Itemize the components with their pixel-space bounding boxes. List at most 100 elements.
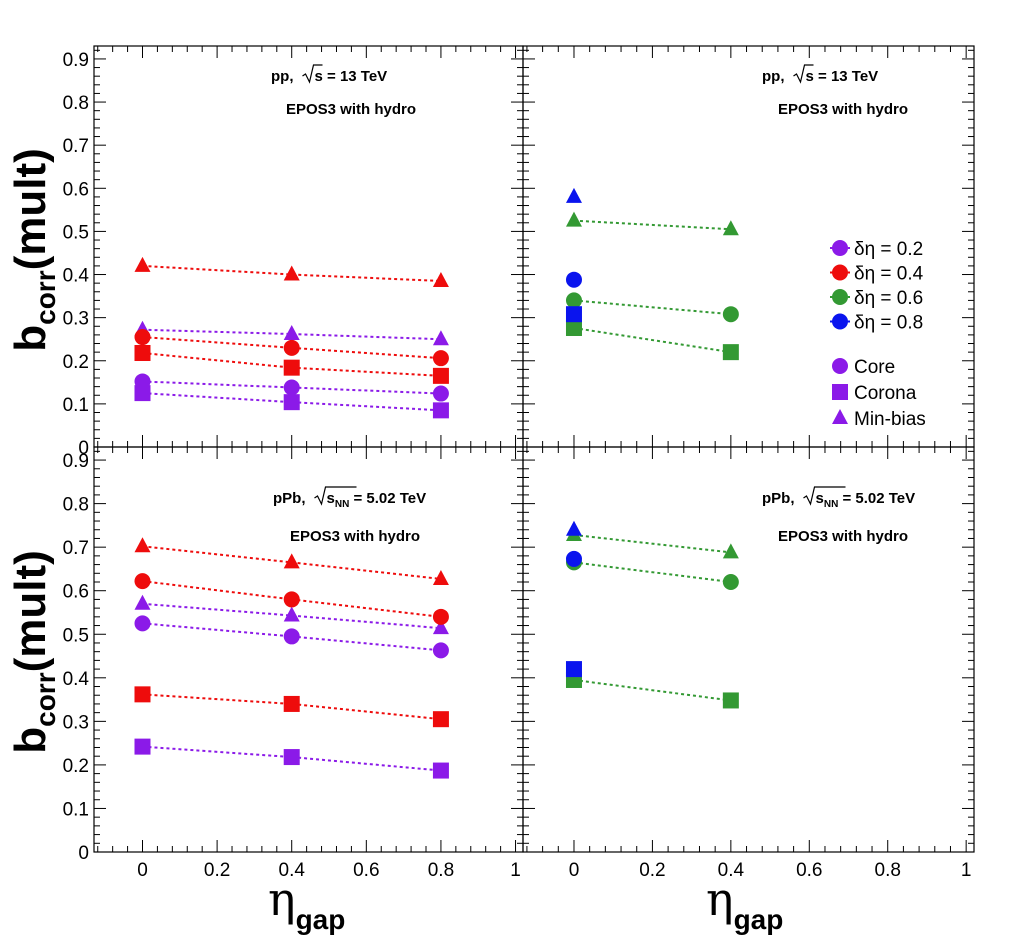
series-d06-triangle — [565, 211, 739, 236]
sqrt-symbol — [302, 64, 323, 84]
data-point-circle — [722, 574, 739, 590]
series-line — [142, 336, 441, 360]
data-point-triangle — [283, 553, 300, 569]
y-tick-label: 0.3 — [63, 309, 89, 330]
x-axis-title-right: ηgap — [706, 872, 783, 935]
data-point-circle — [134, 329, 151, 346]
data-point-circle — [283, 628, 300, 645]
y-tick-label: 0.1 — [63, 395, 89, 416]
legend-label: δη = 0.8 — [854, 313, 923, 334]
data-point-triangle — [283, 265, 300, 281]
data-point-square — [134, 385, 151, 402]
sqrt-symbol — [314, 486, 357, 506]
panels: 0 0.1 0.2 0.3 0.4 0.5 0.6 0.7 0.8 0.9 pp, s = 13 Te… — [63, 45, 975, 881]
legend-marker — [832, 240, 848, 256]
series-d04-square — [134, 686, 449, 728]
x-tick-label: 0.4 — [279, 860, 306, 881]
y-tick-label: 0.9 — [63, 50, 89, 71]
series-d04-square — [134, 345, 449, 384]
data-point-triangle — [432, 619, 449, 635]
series-line — [573, 561, 731, 583]
data-point-triangle — [722, 543, 739, 559]
legend-item-triangle: Min-bias — [832, 409, 926, 430]
data-point-triangle — [432, 271, 449, 287]
panel-bottom-left: 0 0.1 0.2 0.3 0.4 0.5 0.6 0.7 0.8 0.9 0 0.2 0.4 0.6 0.… — [63, 446, 524, 881]
data-point-triangle — [283, 325, 300, 341]
series-d06-triangle — [565, 525, 739, 559]
series-d08-square — [565, 306, 582, 323]
data-point-square — [722, 344, 739, 361]
series-d08-triangle — [565, 187, 582, 203]
data-point-triangle — [283, 606, 300, 622]
y-tick-label: 0 — [78, 843, 89, 864]
data-point-square — [565, 306, 582, 323]
data-point-circle — [432, 642, 449, 659]
y-tick-label: 0.3 — [63, 712, 89, 733]
series-line — [142, 745, 442, 772]
x-tick-label: 0 — [137, 860, 148, 881]
y-tick-label: 0.2 — [63, 352, 89, 373]
data-point-triangle — [134, 594, 151, 610]
y-tick-label: 0 — [78, 438, 89, 459]
legend-item-circle: Core — [832, 357, 895, 378]
legend-label: δη = 0.6 — [854, 288, 923, 309]
series-d08-circle — [565, 550, 582, 567]
model-label: EPOS3 with hydro — [286, 101, 416, 118]
data-point-circle — [722, 306, 739, 323]
y-axis-title-bottom: bcorr(mult) — [6, 550, 61, 754]
series-d06-circle — [565, 292, 739, 323]
series-d02-square — [134, 738, 449, 779]
data-point-circle — [134, 573, 151, 590]
collision-system: pp, — [762, 68, 785, 85]
legend-marker — [832, 264, 848, 281]
series-line — [142, 264, 441, 282]
x-tick-label: 0 — [569, 860, 580, 881]
series-d08-circle — [565, 271, 582, 288]
data-point-triangle — [565, 187, 582, 203]
collision-energy: s = 13 TeV — [806, 68, 879, 85]
data-point-square — [432, 367, 449, 384]
collision-energy: sNN = 5.02 TeV — [816, 490, 916, 510]
x-axis-title-left: ηgap — [268, 872, 345, 935]
model-label: EPOS3 with hydro — [290, 528, 420, 545]
energy-annotation: pPb, sNN = 5.02 TeV — [273, 486, 426, 510]
series-line — [573, 678, 731, 702]
series-d04-circle — [134, 329, 449, 367]
axis-ticks — [523, 46, 974, 448]
legend-label: δη = 0.2 — [854, 239, 923, 260]
data-point-circle — [432, 608, 449, 625]
legend-item-d04: δη = 0.4 — [830, 264, 924, 285]
panel-bottom-right: 0 0.2 0.4 0.6 0.8 1 pPb, sNN = 5.02 TeV EPOS3 wi… — [522, 446, 975, 881]
series-line — [573, 327, 732, 354]
data-point-triangle — [134, 537, 151, 553]
collision-system: pPb, — [762, 490, 795, 507]
data-point-square — [432, 402, 449, 419]
x-tick-label: 0.4 — [718, 860, 745, 881]
data-point-square — [134, 738, 151, 755]
data-point-circle — [432, 385, 449, 402]
axis-ticks — [94, 447, 523, 853]
series-line — [142, 622, 442, 652]
series-line — [573, 533, 731, 554]
axis-ticks — [94, 46, 523, 448]
panel-top-right: pp, s = 13 TeV EPOS3 with hydro — [522, 45, 975, 448]
x-tick-label: 0.2 — [639, 860, 665, 881]
data-point-circle — [134, 615, 151, 632]
y-tick-label: 0.4 — [63, 669, 90, 690]
series-d06-square — [565, 671, 739, 709]
data-point-square — [565, 319, 582, 336]
data-point-square — [565, 661, 582, 678]
series-line — [142, 328, 441, 341]
energy-annotation: pp, s = 13 TeV — [762, 64, 879, 85]
legend-item-d08: δη = 0.8 — [830, 313, 923, 334]
legend-label: δη = 0.4 — [854, 264, 924, 285]
data-point-circle — [432, 350, 449, 367]
y-tick-label: 0.4 — [63, 266, 90, 287]
collision-system: pp, — [271, 68, 294, 85]
x-tick-label: 0.2 — [204, 860, 230, 881]
y-tick-label: 0.2 — [63, 756, 89, 777]
series-d02-triangle — [134, 594, 449, 635]
series-d04-circle — [134, 573, 449, 625]
energy-annotation: pp, s = 13 TeV — [271, 64, 387, 85]
series-d02-square — [134, 385, 449, 419]
